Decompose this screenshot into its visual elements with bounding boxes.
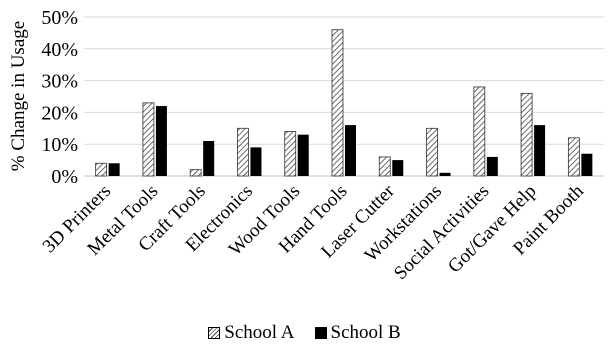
y-tick-label: 40%	[41, 39, 78, 61]
y-axis-label: % Change in Usage	[8, 21, 29, 171]
bar-school-a	[473, 86, 486, 177]
bar-school-a	[95, 162, 108, 177]
bar-school-a	[567, 137, 580, 177]
bar-school-b	[155, 106, 167, 176]
y-tick-label: 20%	[41, 102, 78, 124]
bar-school-b	[439, 172, 451, 176]
bar-school-b	[108, 163, 120, 176]
bar-school-b	[392, 160, 404, 176]
y-tick-label: 10%	[41, 134, 78, 156]
legend-label-school-a: School A	[224, 322, 295, 343]
y-tick-label: 0%	[51, 166, 78, 188]
bar-school-b	[486, 156, 498, 176]
bar-school-b	[581, 153, 593, 176]
legend-swatch-school-a	[208, 327, 221, 339]
legend-label-school-b: School B	[330, 322, 401, 343]
legend-item-school-b: School B	[314, 322, 401, 344]
bar-school-a	[189, 169, 202, 177]
bar-school-b	[250, 147, 262, 176]
legend-swatch-school-b	[314, 327, 327, 339]
bar-school-a	[284, 131, 297, 177]
y-tick-label: 30%	[41, 71, 78, 93]
bar-school-a	[426, 127, 438, 177]
bar-school-b	[203, 141, 215, 176]
bar-school-b	[297, 134, 309, 176]
bar-school-a	[331, 29, 344, 177]
bar-school-a	[378, 156, 391, 177]
bar-school-a	[142, 102, 155, 177]
bar-school-a	[237, 127, 249, 177]
bar-school-b	[345, 125, 356, 176]
bar-school-a	[520, 92, 533, 177]
legend: School A School B	[0, 322, 609, 344]
y-tick-label: 50%	[41, 7, 78, 29]
bar-school-b	[534, 125, 546, 176]
legend-item-school-a: School A	[208, 322, 295, 344]
